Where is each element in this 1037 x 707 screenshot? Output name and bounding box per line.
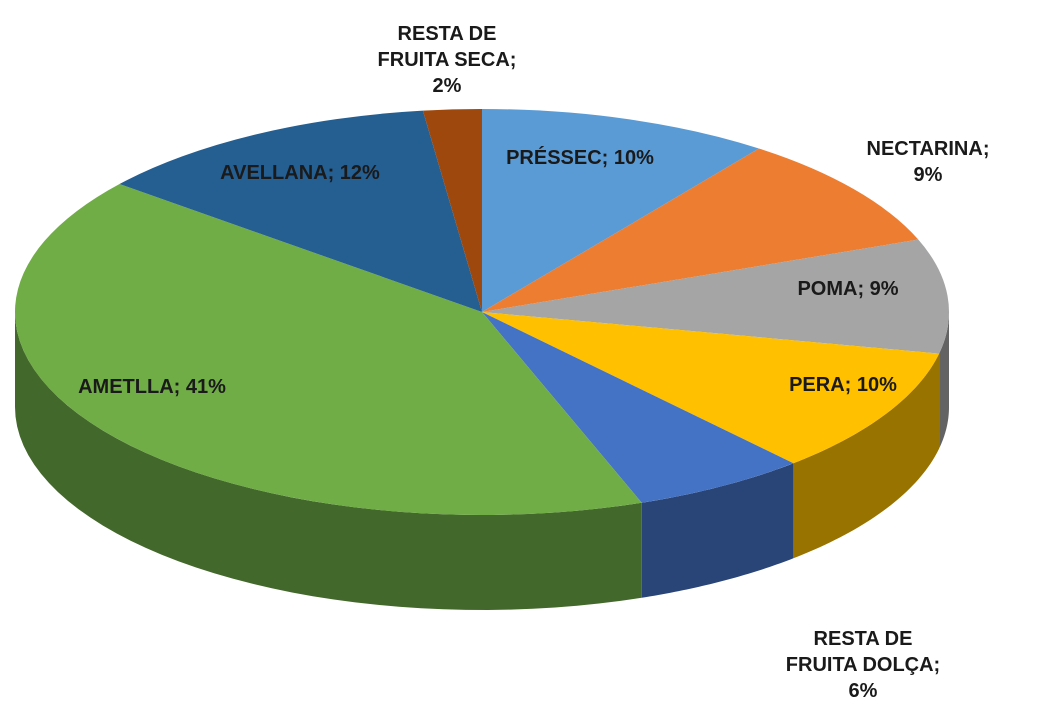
data-label: PRÉSSEC; 10%: [506, 147, 654, 169]
slice-side: [939, 312, 949, 449]
slice: [15, 183, 642, 515]
slice: [422, 109, 482, 312]
data-label: POMA; 9%: [797, 278, 899, 300]
data-label: NECTARINA; 9%: [866, 138, 990, 186]
slice-side: [641, 463, 794, 598]
data-label: RESTA DE FRUITA DOLÇA; 6%: [785, 628, 941, 702]
slice-side: [15, 312, 642, 610]
slice: [482, 239, 950, 354]
slice: [482, 312, 794, 503]
data-label: AMETLLA; 41%: [78, 376, 226, 398]
slice: [482, 148, 919, 312]
data-label: PERA; 10%: [789, 374, 897, 396]
slice: [119, 110, 482, 312]
data-label: RESTA DE FRUITA SECA; 2%: [377, 23, 517, 97]
slice: [482, 312, 940, 464]
slice-side: [793, 353, 940, 559]
data-label: AVELLANA; 12%: [220, 162, 380, 184]
slice: [482, 109, 759, 312]
